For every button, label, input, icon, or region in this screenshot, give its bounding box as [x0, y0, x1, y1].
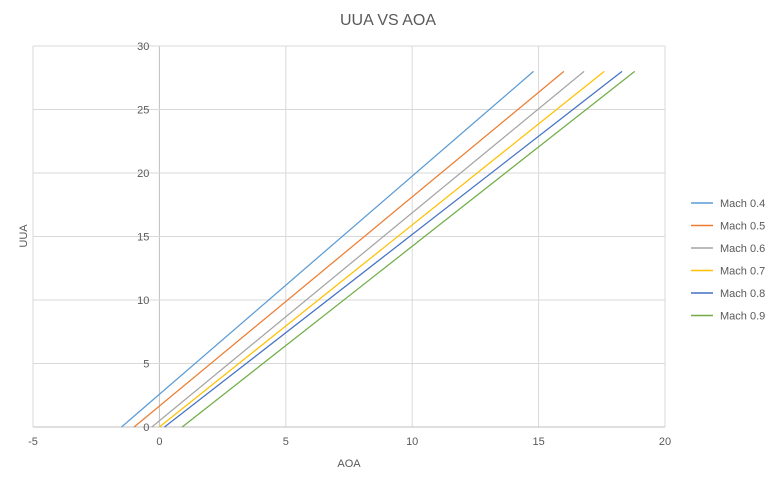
grid: [32, 45, 666, 428]
series-line-mach-0-7: [159, 70, 605, 428]
legend-entry: Mach 0.8: [720, 288, 765, 300]
x-tick-label: -5: [28, 436, 38, 448]
x-tick-label: 15: [532, 436, 544, 448]
series-line-mach-0-6: [151, 70, 585, 428]
y-tick-label: 30: [137, 41, 149, 53]
y-tick-label: 5: [143, 359, 149, 371]
x-axis-title: AOA: [337, 458, 361, 470]
y-axis-title: UUA: [18, 224, 30, 248]
x-tick-label: 20: [659, 436, 671, 448]
series-lines: [121, 70, 636, 428]
series-line-mach-0-4: [121, 70, 534, 428]
legend-entry: Mach 0.4: [720, 198, 765, 210]
y-tick-label: 15: [137, 232, 149, 244]
legend-entry: Mach 0.5: [720, 221, 765, 233]
series-line-mach-0-9: [181, 70, 636, 428]
y-tick-label: 10: [137, 295, 149, 307]
tick-labels: -5 0 5 10 15 20 0 5 10 15 20 25 30: [28, 41, 671, 448]
y-tick-label: 0: [143, 422, 149, 434]
legend-entry: Mach 0.7: [720, 266, 765, 278]
chart-title: UUA VS AOA: [340, 12, 436, 29]
y-tick-label: 20: [137, 168, 149, 180]
legend-entry: Mach 0.9: [720, 311, 765, 323]
y-tick-label: 25: [137, 105, 149, 117]
x-tick-label: 5: [283, 436, 289, 448]
legend: Mach 0.4 Mach 0.5 Mach 0.6 Mach 0.7 Mach 0.8…: [691, 198, 765, 323]
x-tick-label: 0: [156, 436, 162, 448]
legend-entry: Mach 0.6: [720, 243, 765, 255]
series-line-mach-0-5: [133, 70, 565, 428]
series-line-mach-0-8: [164, 70, 623, 428]
x-tick-label: 10: [406, 436, 418, 448]
